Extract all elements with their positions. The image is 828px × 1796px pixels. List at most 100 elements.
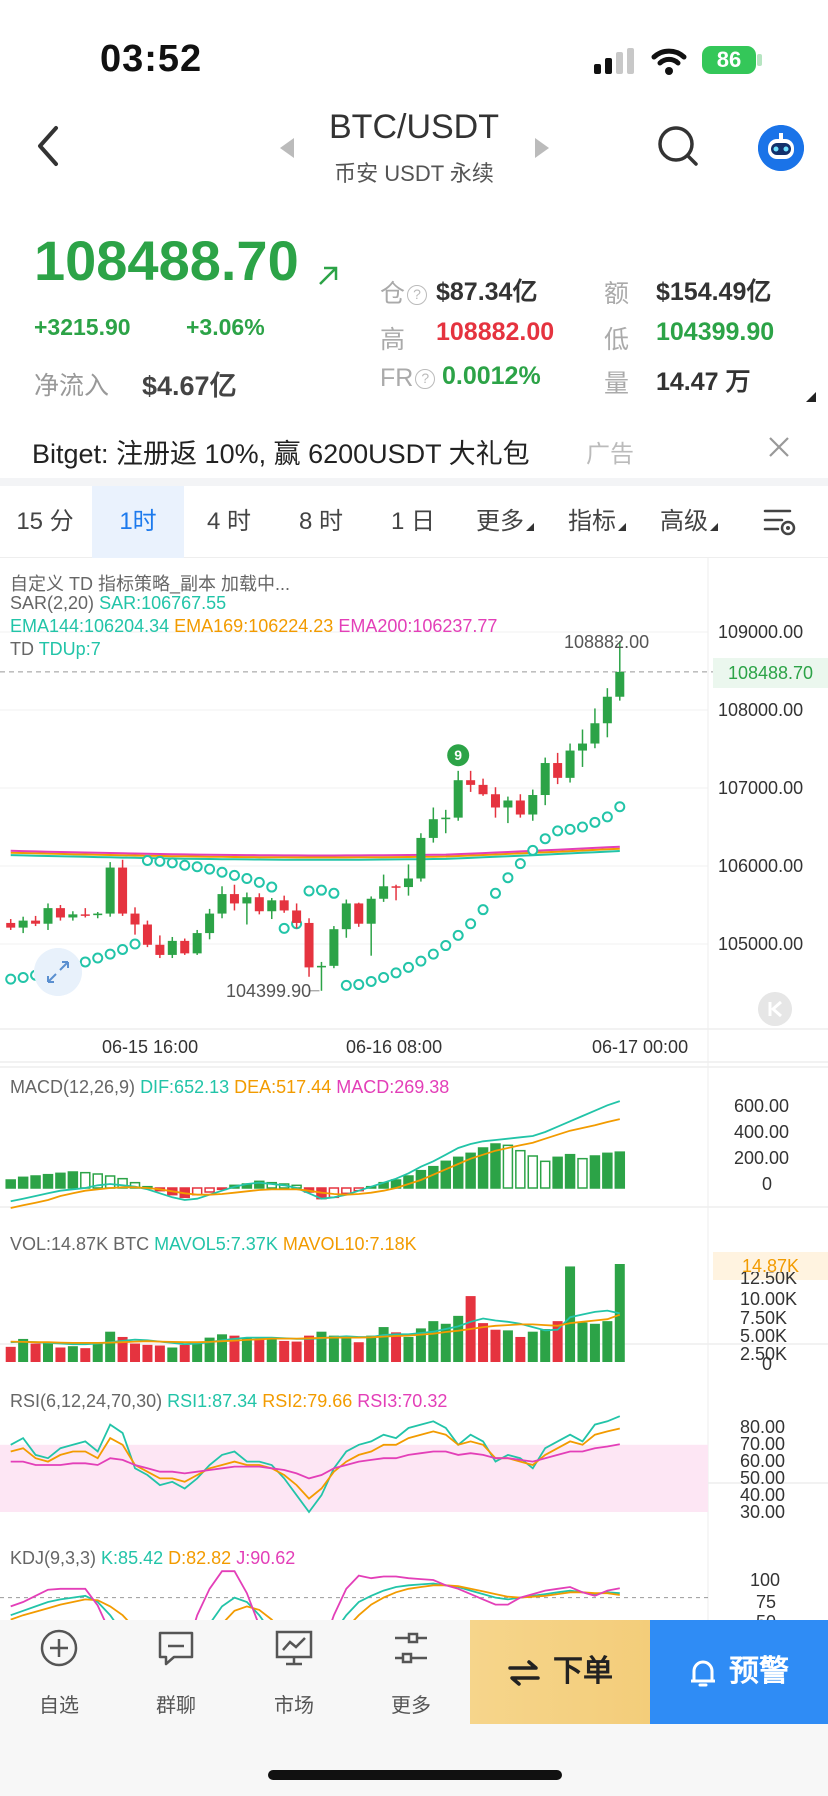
close-icon[interactable]	[766, 434, 792, 460]
sar-dot	[502, 872, 514, 884]
candle-body	[304, 922, 314, 968]
volume-bar	[589, 1323, 600, 1362]
tab-4h[interactable]: 4 时	[184, 486, 274, 558]
macd-bar	[440, 1160, 452, 1189]
next-pair-arrow-icon[interactable]	[535, 138, 549, 158]
sar-dot	[5, 973, 17, 985]
macd-axis-tick: 400.00	[734, 1122, 790, 1142]
expand-icon[interactable]	[34, 948, 82, 996]
search-icon[interactable]	[656, 124, 700, 168]
candle-body	[316, 965, 326, 968]
volume-bar	[5, 1346, 16, 1362]
volume-bar	[204, 1337, 215, 1362]
candle-body	[93, 913, 103, 916]
candle-body	[329, 929, 339, 966]
alert-label: 预警	[729, 1655, 789, 1688]
nav-more[interactable]: 更多	[366, 1628, 456, 1718]
tab-label: 更多	[476, 508, 524, 535]
price-alert-button[interactable]: 预警	[650, 1620, 828, 1724]
ema144-value: EMA144:106204.34	[10, 616, 170, 636]
change-absolute: +3215.90	[34, 314, 131, 340]
rewind-latest-icon[interactable]	[758, 992, 792, 1026]
chart-settings-icon[interactable]	[762, 506, 798, 538]
open-interest-label[interactable]: 仓?	[380, 274, 428, 310]
candle-body	[615, 671, 625, 697]
rsi2-line	[10, 1427, 621, 1500]
status-time: 03:52	[100, 38, 203, 80]
change-percent: +3.06%	[186, 314, 265, 340]
tab-8h[interactable]: 8 时	[276, 486, 366, 558]
candle-body	[515, 800, 525, 815]
macd-bar	[5, 1179, 16, 1189]
net-inflow-label: 净流入	[34, 372, 110, 400]
caret-icon	[618, 523, 626, 531]
nav-watchlist[interactable]: 自选	[14, 1628, 104, 1718]
sar-dot	[589, 816, 601, 828]
rsi1-value: RSI1:87.34	[167, 1391, 258, 1411]
candle-body	[229, 894, 239, 904]
macd-axis-tick: 200.00	[734, 1148, 790, 1168]
battery-indicator: 86	[702, 46, 756, 74]
candle-body	[341, 903, 351, 930]
tab-indicators[interactable]: 指标	[552, 486, 642, 558]
funding-rate-label[interactable]: FR?	[380, 364, 436, 393]
sar-dot	[489, 887, 501, 899]
candle-body	[553, 763, 563, 778]
info-icon[interactable]: ?	[415, 369, 436, 390]
tab-label: 4 时	[206, 508, 251, 535]
volume-bar	[540, 1329, 551, 1362]
tab-15m[interactable]: 15 分	[0, 486, 90, 558]
kdj-j-line	[10, 1570, 620, 1620]
nav-market[interactable]: 市场	[249, 1628, 339, 1718]
sar-dot	[166, 857, 178, 869]
tab-1d[interactable]: 1 日	[368, 486, 458, 558]
current-volume-tag: 14.87K	[713, 1252, 828, 1280]
chat-icon	[158, 1631, 194, 1666]
bell-icon	[691, 1660, 715, 1687]
kline-chart[interactable]: 9	[0, 558, 828, 1620]
sar-value: SAR:106767.55	[99, 593, 227, 613]
nav-group-chat[interactable]: 群聊	[131, 1628, 221, 1718]
candle-body	[503, 800, 513, 808]
macd-bar	[254, 1180, 265, 1189]
price-axis-tick: 107000.00	[718, 778, 804, 798]
vol-axis-tick: 2.50K	[740, 1344, 788, 1364]
back-button[interactable]	[28, 120, 68, 172]
candle-body	[540, 763, 550, 796]
tab-more[interactable]: 更多	[460, 486, 550, 558]
robot-assistant-icon[interactable]	[758, 125, 804, 171]
prev-pair-arrow-icon[interactable]	[280, 138, 294, 158]
price-axis-tick: 105000.00	[718, 934, 804, 954]
tab-1h[interactable]: 1时	[92, 486, 184, 558]
expand-corner-icon[interactable]	[806, 392, 816, 402]
last-price: 108488.70	[34, 229, 299, 292]
macd-axis-tick: 600.00	[734, 1096, 790, 1116]
candle-body	[366, 898, 376, 924]
macd-bar	[527, 1155, 539, 1189]
kdj-label: KDJ(9,3,3)	[10, 1548, 97, 1568]
place-order-button[interactable]: 下单	[470, 1620, 650, 1724]
rsi2-value: RSI2:79.66	[262, 1391, 353, 1411]
sar-dot	[465, 918, 477, 930]
sar-dot	[564, 823, 576, 835]
price-axis-tick: 108000.00	[718, 700, 804, 720]
candle-body	[254, 897, 264, 912]
rsi-band	[0, 1444, 708, 1512]
candle-body	[167, 940, 177, 955]
macd-bar	[67, 1171, 79, 1189]
macd-bar	[341, 1187, 352, 1195]
ad-text[interactable]: Bitget: 注册返 10%, 赢 6200USDT 大礼包	[32, 439, 530, 469]
pair-title[interactable]: BTC/USDT	[329, 108, 499, 146]
info-icon[interactable]: ?	[407, 285, 428, 306]
rsi-axis-tick: 40.00	[740, 1485, 786, 1505]
sar-dot	[539, 833, 551, 845]
volume-bar	[217, 1334, 228, 1362]
tab-advanced[interactable]: 高级	[644, 486, 734, 558]
macd-label: MACD(12,26,9)	[10, 1077, 136, 1097]
volume-bar	[18, 1338, 29, 1362]
macd-dif-line	[10, 1100, 621, 1203]
volume-bar	[328, 1335, 339, 1362]
volume-bar	[117, 1336, 128, 1362]
macd-bar	[204, 1187, 215, 1193]
volume-bar	[453, 1315, 464, 1362]
